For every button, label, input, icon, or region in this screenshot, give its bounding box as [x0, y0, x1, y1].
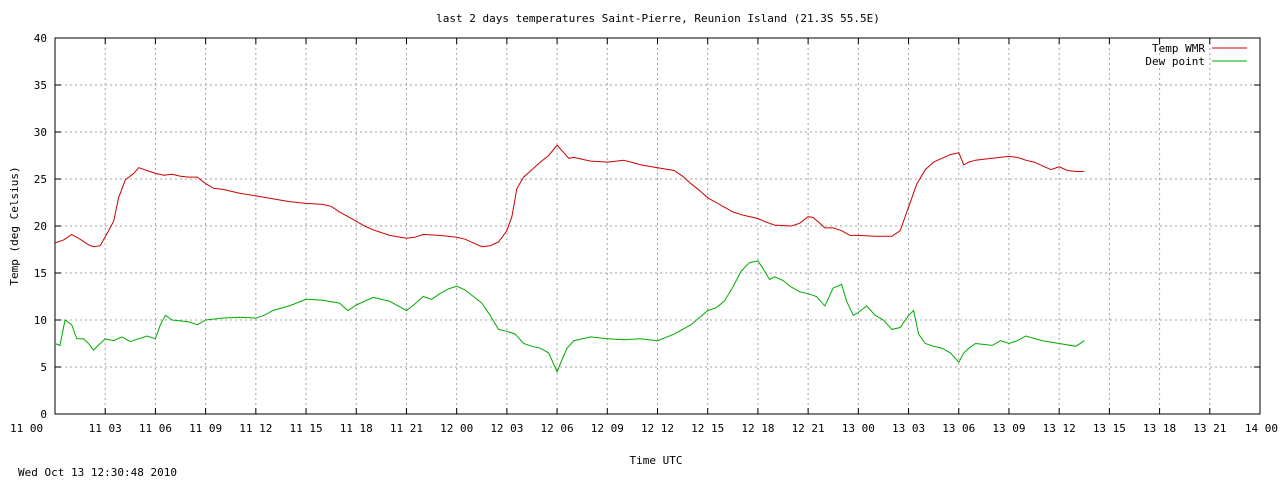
legend-label-temp-wmr: Temp WMR [1152, 42, 1205, 55]
y-tick-label: 10 [34, 314, 47, 327]
x-tick-label: 13 15 [1093, 422, 1126, 435]
x-tick-label: 12 06 [541, 422, 574, 435]
x-tick-label: 11 21 [390, 422, 423, 435]
x-tick-label: 12 09 [591, 422, 624, 435]
x-tick-label: 13 03 [892, 422, 925, 435]
x-tick-label: 11 06 [139, 422, 172, 435]
y-axis-label: Temp (deg Celsius) [8, 166, 21, 285]
y-tick-label: 20 [34, 220, 47, 233]
y-tick-label: 15 [34, 267, 47, 280]
footer-timestamp: Wed Oct 13 12:30:48 2010 [18, 466, 177, 479]
x-tick-label: 13 12 [1043, 422, 1076, 435]
series-line-dew-point [54, 260, 1085, 373]
x-tick-label: 12 18 [741, 422, 774, 435]
x-tick-label: 13 00 [842, 422, 875, 435]
x-tick-label: 11 18 [340, 422, 373, 435]
x-tick-label: 11 15 [289, 422, 322, 435]
chart-title: last 2 days temperatures Saint-Pierre, R… [436, 12, 880, 25]
x-tick-label: 12 12 [641, 422, 674, 435]
x-tick-label: 11 09 [189, 422, 222, 435]
x-tick-label: 11 00 [10, 422, 43, 435]
y-tick-label: 0 [40, 408, 47, 421]
y-tick-label: 25 [34, 173, 47, 186]
x-tick-label: 12 15 [691, 422, 724, 435]
x-tick-label: 14 00 [1245, 422, 1278, 435]
y-tick-label: 35 [34, 79, 47, 92]
series-line-temp-wmr [54, 144, 1085, 248]
x-tick-label: 12 21 [792, 422, 825, 435]
grid-lines [55, 38, 1260, 414]
y-tick-label: 30 [34, 126, 47, 139]
x-tick-label: 13 18 [1143, 422, 1176, 435]
data-series [54, 144, 1085, 373]
x-axis-label: Time UTC [630, 454, 683, 467]
y-tick-label: 40 [34, 32, 47, 45]
x-tick-label: 11 12 [239, 422, 272, 435]
x-tick-label: 11 03 [89, 422, 122, 435]
x-tick-label: 13 21 [1193, 422, 1226, 435]
x-tick-label: 13 09 [992, 422, 1025, 435]
x-tick-label: 12 00 [440, 422, 473, 435]
x-tick-label: 12 03 [490, 422, 523, 435]
x-tick-label: 13 06 [942, 422, 975, 435]
legend-label-dew-point: Dew point [1145, 55, 1205, 68]
axis-ticks: 0 5 10 15 20 25 30 35 40 11 00 11 03 11 06 11 09 11 1… [10, 32, 1278, 435]
y-tick-label: 5 [40, 361, 47, 374]
legend: Temp WMR Dew point [1145, 42, 1247, 68]
